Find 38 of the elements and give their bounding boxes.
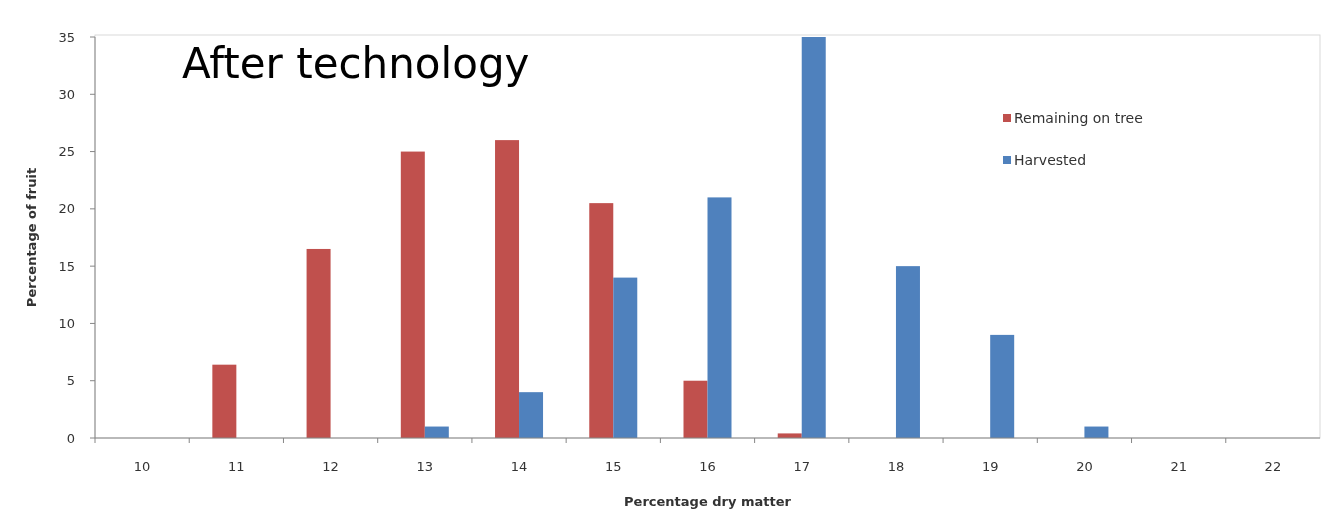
- x-tick-label: 13: [416, 459, 434, 474]
- x-tick-label: 19: [981, 459, 999, 474]
- x-tick-label: 21: [1170, 459, 1187, 474]
- x-tick-label: 15: [605, 459, 622, 474]
- chart-title: After technology: [182, 39, 530, 88]
- x-tick-label: 11: [228, 459, 245, 474]
- x-tick-label: 17: [793, 459, 810, 474]
- y-tick-label: 10: [58, 315, 75, 331]
- bar: [613, 277, 638, 438]
- y-tick-label: 20: [58, 201, 75, 217]
- x-tick-label: 20: [1076, 459, 1093, 474]
- y-tick-label: 0: [66, 430, 75, 446]
- bar: [519, 392, 544, 438]
- legend-label: Harvested: [1014, 151, 1087, 168]
- bar: [495, 140, 520, 438]
- x-tick-label: 18: [887, 459, 905, 474]
- y-tick-label: 30: [58, 86, 75, 102]
- bar: [306, 248, 331, 438]
- bar: [400, 151, 425, 438]
- y-tick-label: 5: [66, 373, 75, 389]
- bar: [801, 37, 826, 438]
- bar: [990, 334, 1015, 438]
- bar: [683, 380, 708, 438]
- x-tick-label: 12: [322, 459, 339, 474]
- y-tick-label: 15: [58, 258, 75, 274]
- bar: [212, 364, 237, 438]
- y-axis-title: Percentage of fruit: [24, 167, 39, 308]
- legend-label: Remaining on tree: [1014, 109, 1143, 126]
- x-tick-label: 14: [510, 459, 528, 474]
- x-tick-label: 22: [1264, 459, 1282, 474]
- x-axis-title: Percentage dry matter: [624, 494, 792, 509]
- x-tick-label: 16: [699, 459, 716, 474]
- bar: [707, 197, 732, 438]
- bar: [589, 203, 614, 438]
- y-tick-label: 35: [58, 29, 75, 45]
- y-tick-label: 25: [58, 144, 75, 160]
- x-tick-label: 10: [133, 459, 151, 474]
- bar: [895, 266, 920, 438]
